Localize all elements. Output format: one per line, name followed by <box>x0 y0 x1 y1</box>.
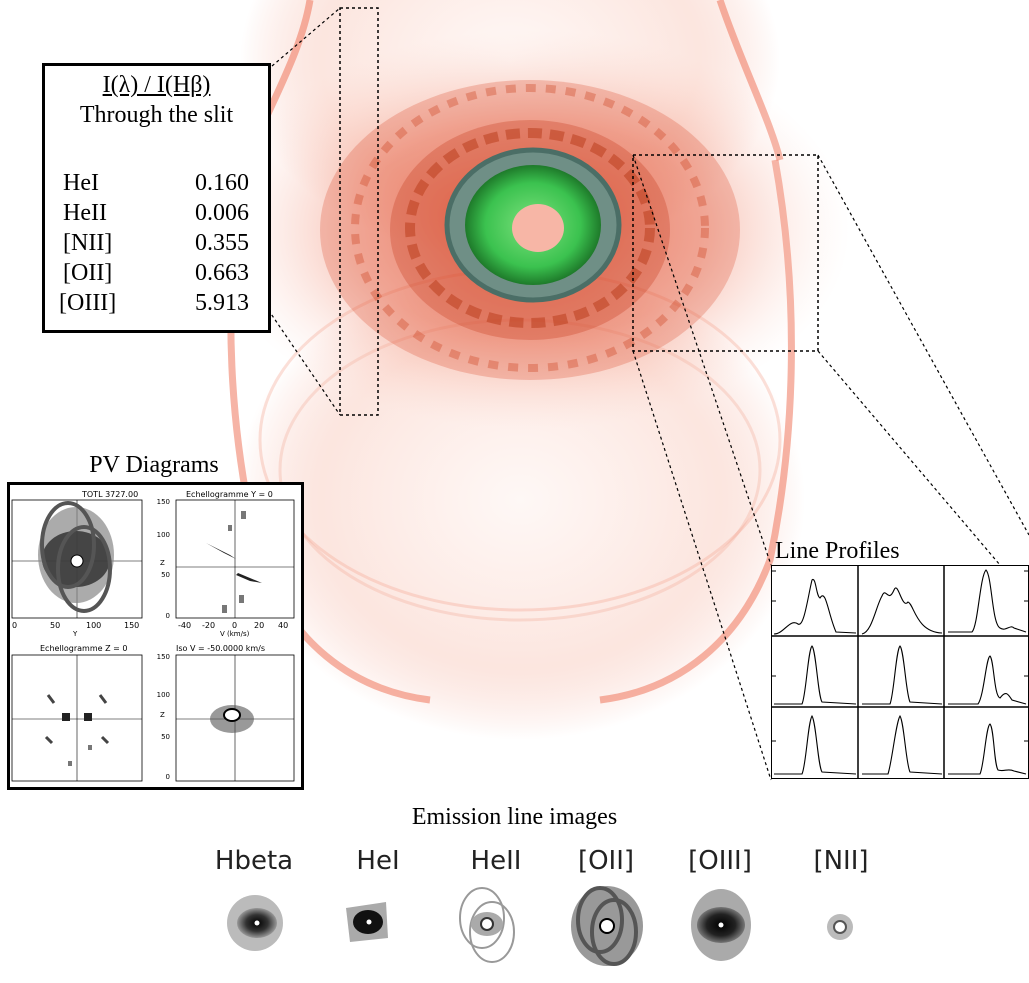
emission-label-heii: HeII <box>470 846 522 876</box>
pv-tick: 50 <box>161 571 170 579</box>
pv-tick: 20 <box>254 621 264 630</box>
line-ratio-box: I(λ) / I(Hβ) Through the slit HeI 0.160 H… <box>42 63 271 333</box>
pv-xlabel: Y <box>72 630 78 638</box>
emission-image-nii <box>827 914 853 940</box>
zoom-rectangle <box>632 154 819 352</box>
pv-tick: 100 <box>86 621 101 630</box>
emission-image-hbeta <box>227 895 283 951</box>
pv-tick: 150 <box>124 621 139 630</box>
pv-panel-title: Echellogramme Z = 0 <box>40 644 127 653</box>
pv-diagrams-title: PV Diagrams <box>89 452 219 478</box>
pv-diagrams-svg: TOTL 3727.00 0 50 100 150 Y Echellogramm… <box>11 490 295 782</box>
emission-label-nii: [NII] <box>813 846 869 876</box>
ratio-box-title: I(λ) / I(Hβ) <box>102 72 211 98</box>
pv-tick: 0 <box>166 612 170 620</box>
pv-tick: 100 <box>157 531 170 539</box>
ratio-line-name: [NII] <box>63 230 113 256</box>
ratio-box-subtitle: Through the slit <box>79 102 234 128</box>
line-profiles-svg <box>772 566 1028 778</box>
pv-tick: 50 <box>50 621 60 630</box>
ratio-line-name: HeI <box>63 170 99 196</box>
pv-panel-title: Echellogramme Y = 0 <box>186 490 273 499</box>
ratio-line-value: 5.913 <box>195 290 249 316</box>
pv-tick: -40 <box>178 621 191 630</box>
emission-image-heii <box>459 887 515 963</box>
line-profiles-grid <box>771 565 1029 779</box>
pv-xlabel: V (km/s) <box>220 630 250 638</box>
pv-tick: 150 <box>157 498 170 506</box>
pv-ylabel: Z <box>160 711 165 719</box>
nebula-center <box>512 204 564 252</box>
pv-tick: 50 <box>161 733 170 741</box>
ratio-row: HeII 0.006 <box>45 200 268 230</box>
pv-panel-title: Iso V = -50.0000 km/s <box>176 644 265 653</box>
ratio-row: HeI 0.160 <box>45 170 268 200</box>
ratio-row: [OIII] 5.913 <box>41 290 264 320</box>
ratio-line-name: HeII <box>63 200 107 226</box>
ratio-row: [OII] 0.663 <box>45 260 268 290</box>
emission-label-hei: HeI <box>356 846 400 876</box>
pv-ylabel: Z <box>160 559 165 567</box>
ratio-line-value: 0.355 <box>195 230 249 256</box>
emission-label-oii: [OII] <box>577 846 635 876</box>
ratio-line-value: 0.006 <box>195 200 249 226</box>
ratio-line-name: [OII] <box>63 260 113 286</box>
pv-tick: -20 <box>202 621 215 630</box>
emission-label-oiii: [OIII] <box>688 846 752 876</box>
pv-tick: 0 <box>166 773 170 781</box>
pv-diagrams-panel: TOTL 3727.00 0 50 100 150 Y Echellogramm… <box>7 482 304 790</box>
slit-rectangle <box>339 7 379 416</box>
pv-tick: 150 <box>157 653 170 661</box>
emission-image-oii <box>571 886 643 966</box>
pv-tick: 100 <box>157 691 170 699</box>
line-profiles-title: Line Profiles <box>775 538 900 564</box>
pv-panel-title: TOTL 3727.00 <box>81 490 138 499</box>
pv-tick: 40 <box>278 621 288 630</box>
ratio-line-name: [OIII] <box>59 290 117 316</box>
emission-image-hei <box>346 902 388 942</box>
ratio-row: [NII] 0.355 <box>45 230 268 260</box>
emission-images-title: Emission line images <box>411 804 618 830</box>
ratio-line-value: 0.663 <box>195 260 249 286</box>
pv-tick: 0 <box>232 621 237 630</box>
emission-image-oiii <box>691 889 751 961</box>
ratio-line-value: 0.160 <box>195 170 249 196</box>
emission-label-hbeta: Hbeta <box>214 846 294 876</box>
pv-tick: 0 <box>12 621 17 630</box>
